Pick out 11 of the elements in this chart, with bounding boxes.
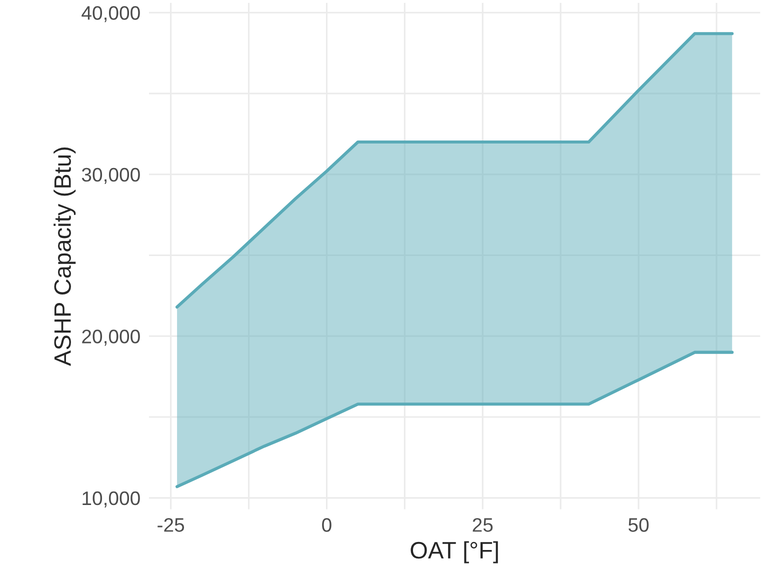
y-tick-label: 20,000	[82, 330, 140, 346]
y-tick-label: 30,000	[82, 168, 140, 184]
x-axis-title: OAT [°F]	[410, 541, 498, 564]
line-series	[176, 350, 734, 488]
y-axis-title: ASHP Capacity (Btu)	[54, 148, 76, 366]
x-tick-label: -25	[158, 518, 184, 532]
x-tick-label: 0	[322, 518, 332, 532]
x-tick-label: 50	[628, 518, 649, 532]
y-tick-label: 10,000	[82, 491, 140, 508]
y-tick-label: 40,000	[82, 6, 140, 22]
x-tick-label: 25	[472, 518, 493, 532]
